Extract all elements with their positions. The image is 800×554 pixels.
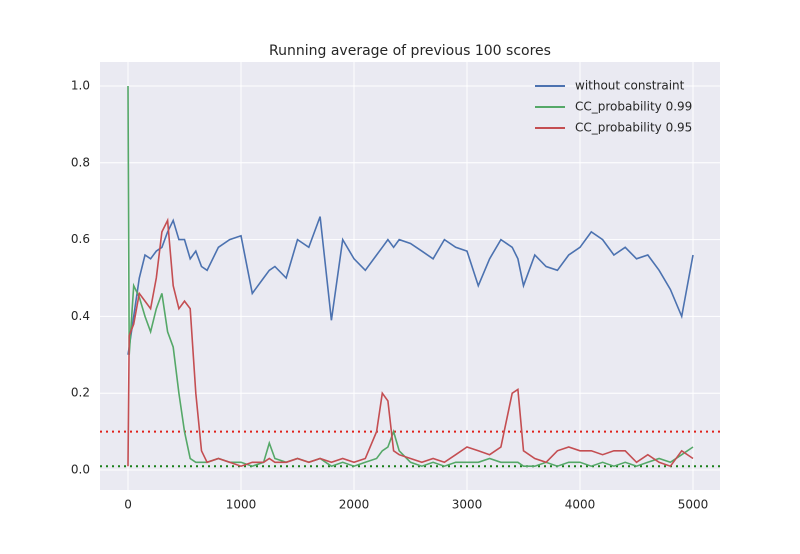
x-tick-label: 3000 [452,498,483,512]
x-tick-label: 1000 [226,498,257,512]
y-tick-label: 0.8 [71,155,90,169]
x-tick-label: 5000 [678,498,709,512]
x-tick-label: 4000 [565,498,596,512]
legend-label: without constraint [575,79,685,93]
legend-label: CC_probability 0.95 [575,121,692,135]
chart-title: Running average of previous 100 scores [269,43,551,59]
y-tick-label: 0.0 [71,463,90,477]
legend-label: CC_probability 0.99 [575,100,692,114]
y-tick-label: 0.6 [71,232,90,246]
y-tick-label: 1.0 [71,79,90,93]
plot-area [100,62,720,490]
series-line [127,85,694,468]
series-line [127,216,694,355]
series-line [127,217,694,468]
y-tick-label: 0.4 [71,309,90,323]
y-tick-label: 0.2 [71,386,90,400]
x-tick-label: 2000 [339,498,370,512]
x-tick-label: 0 [124,498,132,512]
